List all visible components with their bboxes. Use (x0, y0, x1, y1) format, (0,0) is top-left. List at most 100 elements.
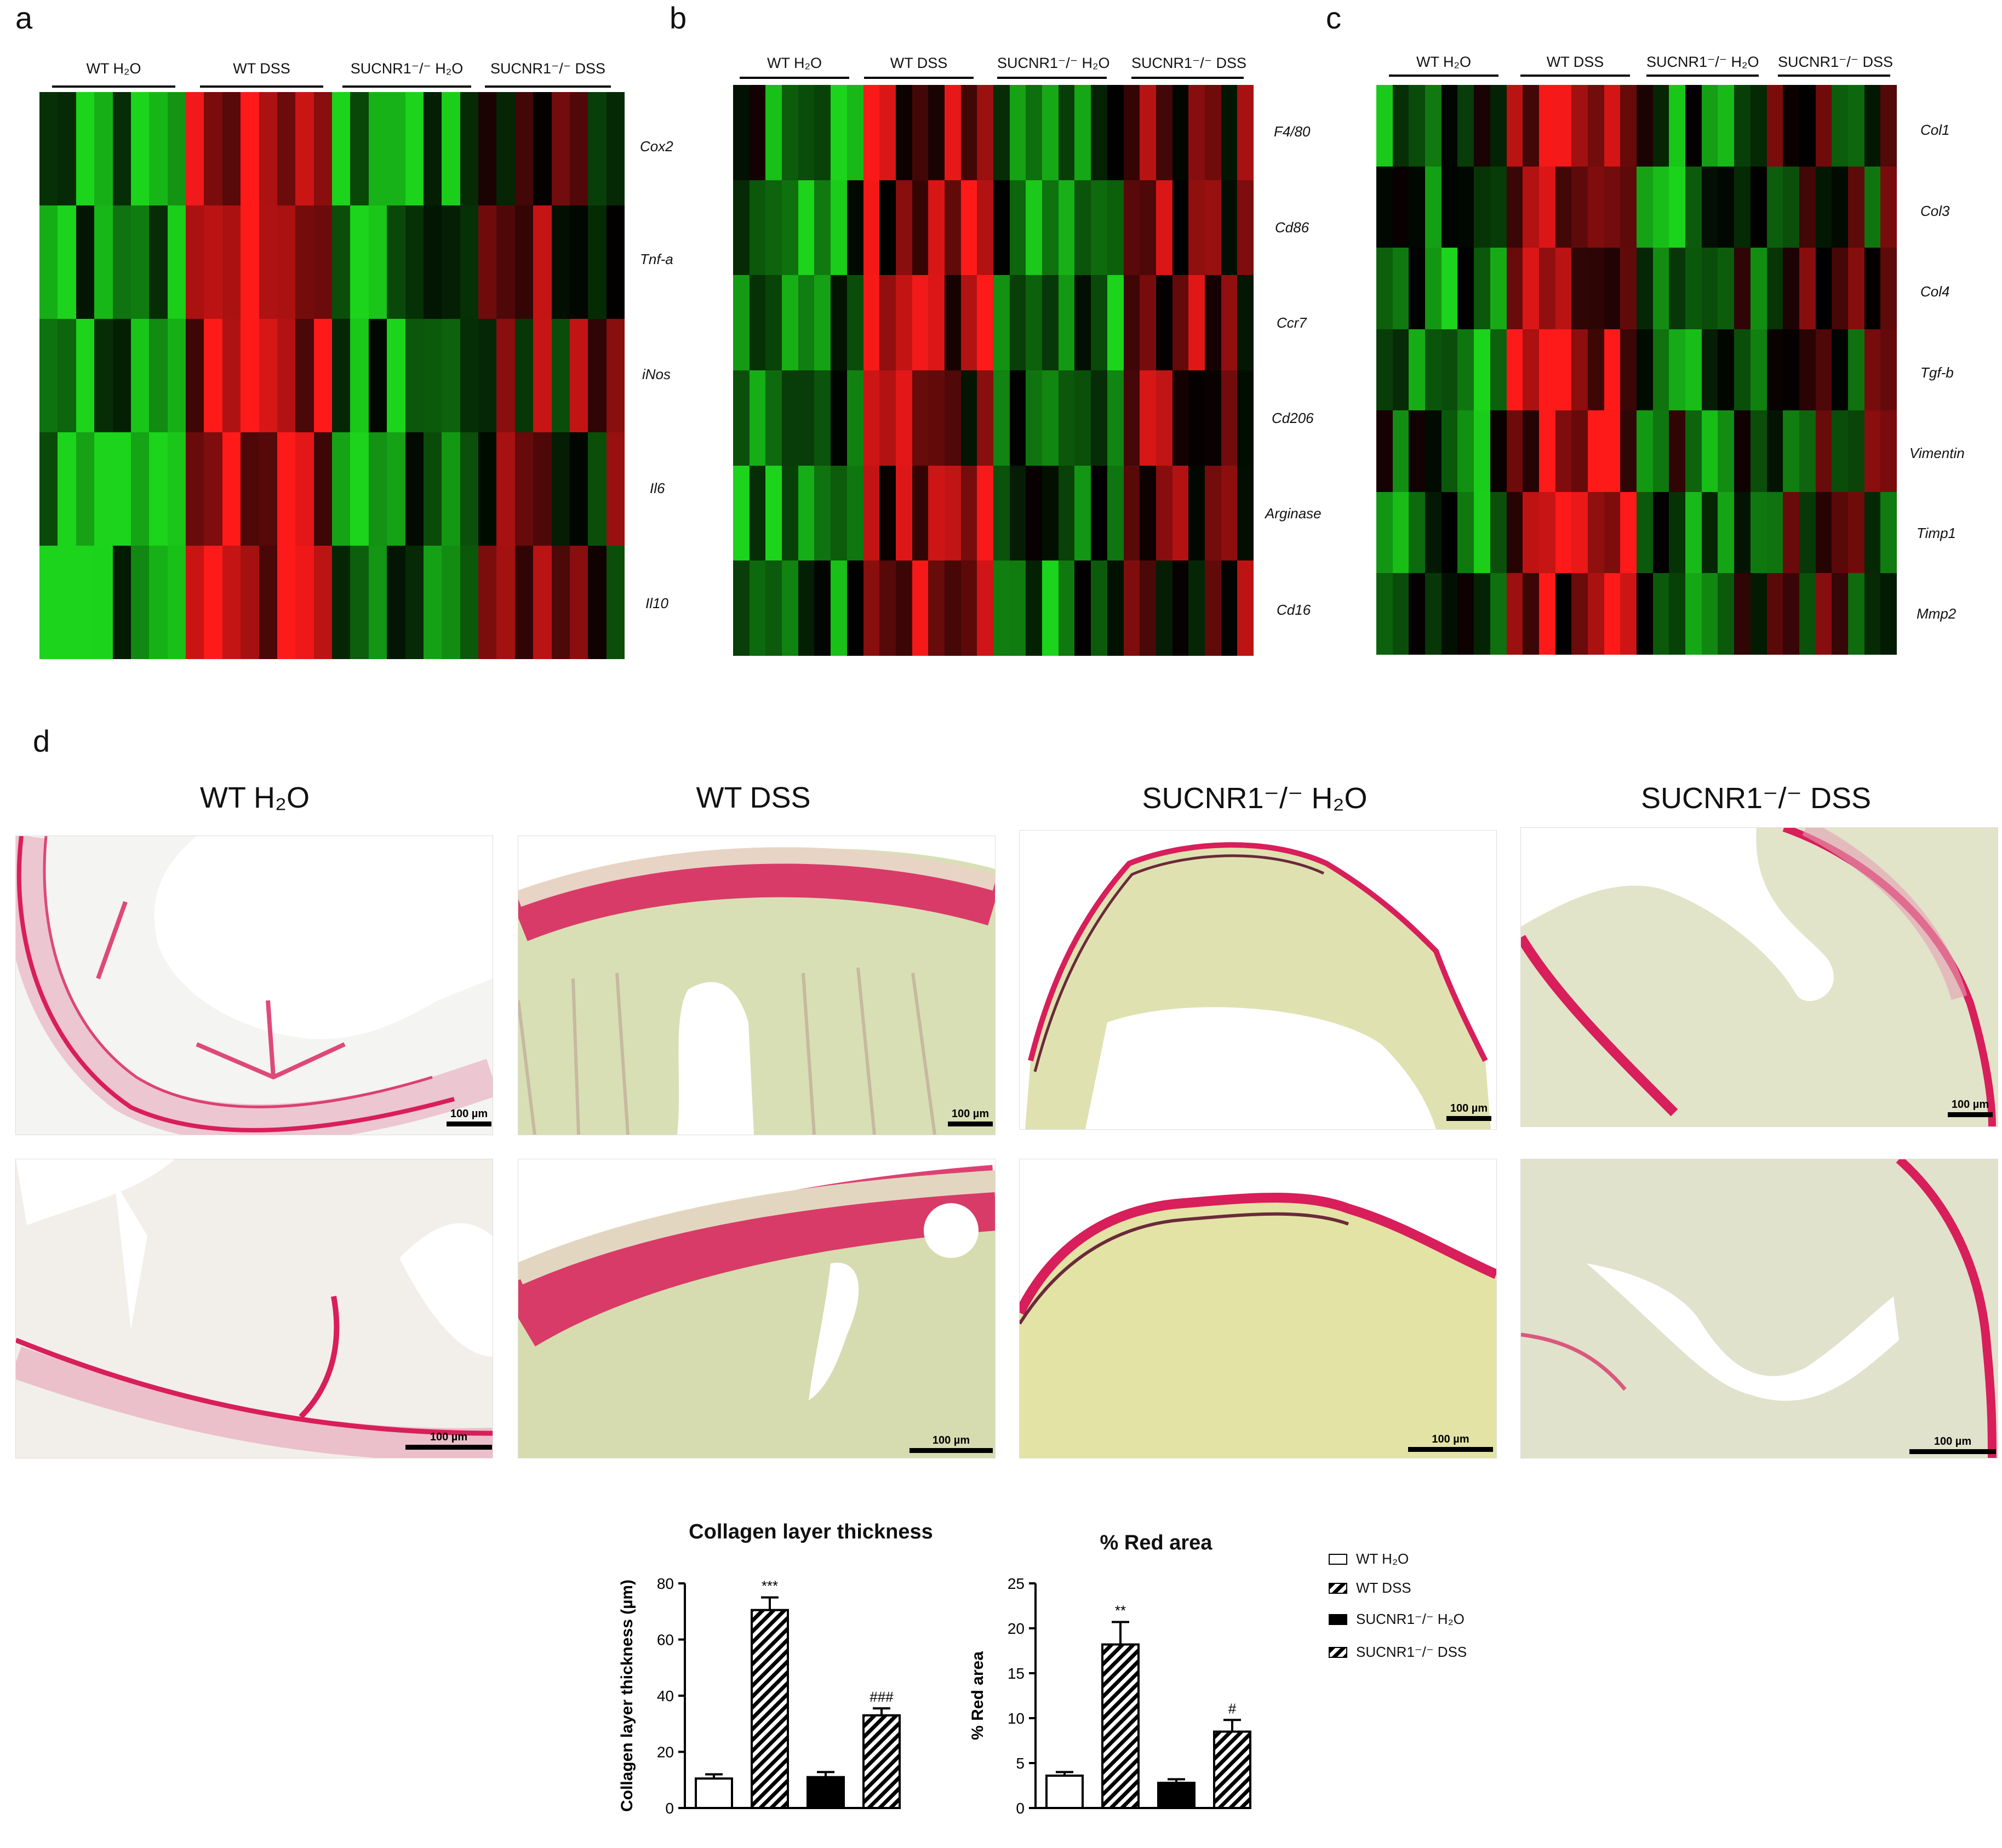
heatmap-cell (1026, 560, 1043, 656)
heatmap-cell (277, 546, 296, 659)
heatmap-cell (1156, 275, 1172, 371)
heatmap-c-group-2: WT DSS (1546, 54, 1604, 70)
scale-bar-1-label: 100 µm (450, 1108, 488, 1120)
heatmap-cell (1009, 275, 1026, 371)
heatmap-cell (204, 205, 222, 319)
heatmap-cell (442, 92, 460, 205)
heatmap-cell (765, 370, 782, 466)
heatmap-cell (1221, 275, 1238, 371)
scale-bar-5: 100 µm (405, 1431, 492, 1450)
heatmap-cell (1766, 248, 1783, 329)
chart-1-ylabel: Collagen layer thickness (µm) (618, 1580, 636, 1812)
legend-swatch-filled (1329, 1614, 1347, 1625)
heatmap-cell (1847, 85, 1864, 167)
heatmap-cell (1734, 329, 1751, 411)
scale-bar-8: 100 µm (1909, 1435, 1996, 1454)
heatmap-cell (1140, 275, 1156, 371)
heatmap-cell (1009, 370, 1026, 466)
heatmap-cell (1457, 329, 1474, 411)
heatmap-cell (1140, 85, 1156, 180)
heatmap-cell (749, 465, 766, 561)
heatmap-cell (1799, 85, 1816, 167)
chart-2-annotation-4: # (1228, 1700, 1237, 1717)
heatmap-cell (1538, 166, 1555, 248)
heatmap-b-gene-3: Ccr7 (1277, 314, 1307, 331)
heatmap-cell (76, 205, 95, 319)
heatmap-cell (1074, 560, 1091, 656)
heatmap-cell (1701, 85, 1718, 167)
heatmap-cell (1188, 85, 1205, 180)
heatmap-cell (1718, 248, 1735, 329)
heatmap-cell (167, 92, 186, 205)
heatmap-cell (551, 319, 570, 432)
heatmap-c-group-2-line (1520, 75, 1630, 77)
heatmap-a-group-2-line (200, 85, 323, 88)
heatmap-cell (514, 319, 534, 432)
heatmap-cell (1734, 85, 1751, 167)
heatmap-cell (993, 85, 1010, 180)
heatmap-cell (1058, 275, 1075, 371)
heatmap-cell (533, 205, 552, 319)
heatmap-cell (478, 92, 497, 205)
heatmap-row (39, 205, 625, 319)
histology-title-4: SUCNR1⁻/⁻ DSS (1640, 782, 1872, 815)
heatmap-cell (1750, 329, 1767, 411)
heatmap-cell (1523, 166, 1539, 248)
heatmap-a-group-1-line (52, 85, 175, 88)
heatmap-cell (863, 85, 880, 180)
heatmap-a-group-3: SUCNR1⁻/⁻ H₂O (350, 60, 464, 77)
heatmap-cell (1799, 329, 1816, 411)
heatmap-cell (478, 546, 497, 659)
heatmap-cell (749, 85, 766, 180)
heatmap-cell (1571, 329, 1588, 411)
heatmap-cell (1156, 180, 1172, 276)
heatmap-cell (1652, 573, 1669, 655)
heatmap-cell (765, 275, 782, 371)
heatmap-cell (112, 546, 131, 659)
heatmap-cell (1009, 560, 1026, 656)
heatmap-cell (895, 85, 912, 180)
heatmap-cell (1457, 491, 1474, 574)
heatmap-cell (167, 319, 186, 432)
heatmap-cell (222, 205, 241, 319)
heatmap-cell (204, 546, 222, 659)
heatmap-cell (1669, 410, 1686, 492)
heatmap-cell (514, 205, 534, 319)
heatmap-row (1376, 248, 1897, 329)
heatmap-cell (259, 205, 277, 319)
heatmap-a-gene-2: Tnf-a (640, 251, 673, 267)
heatmap-cell (1026, 370, 1043, 466)
heatmap-cell (960, 465, 977, 561)
heatmap-a-group-4-line (485, 85, 611, 88)
histology-image-wt-dss-low-mag (518, 836, 996, 1135)
heatmap-row (733, 560, 1254, 656)
heatmap-cell (1172, 465, 1189, 561)
heatmap-cell (912, 560, 929, 656)
heatmap-cell (879, 180, 896, 276)
chart-1-title: Collagen layer thickness (689, 1520, 933, 1543)
chart-2-ytick-label: 10 (1008, 1710, 1025, 1727)
heatmap-cell (1685, 248, 1702, 329)
heatmap-cell (1009, 85, 1026, 180)
heatmap-cell (1604, 329, 1621, 411)
heatmap-cell (1538, 410, 1555, 492)
heatmap-cell (1587, 573, 1604, 655)
heatmap-cell (241, 319, 259, 432)
legend-item-3: SUCNR1⁻/⁻ H₂O (1329, 1611, 1465, 1628)
chart-2-bar-1 (1045, 1774, 1084, 1809)
heatmap-cell (313, 205, 332, 319)
heatmap-cell (1392, 573, 1409, 655)
heatmap-cell (1441, 410, 1458, 492)
chart-2-ytick-label: 0 (1016, 1800, 1025, 1817)
scale-bar-6-label: 100 µm (932, 1434, 970, 1446)
heatmap-cell (387, 319, 405, 432)
heatmap-cell (831, 465, 847, 561)
heatmap-cell (588, 319, 607, 432)
heatmap-cell (1140, 370, 1156, 466)
heatmap-cell (94, 205, 113, 319)
heatmap-cell (1042, 370, 1059, 466)
legend-item-2: WT DSS (1329, 1580, 1411, 1597)
heatmap-cell (94, 92, 113, 205)
legend-swatch-open (1329, 1553, 1347, 1565)
heatmap-c-gene-3: Col4 (1920, 283, 1950, 300)
